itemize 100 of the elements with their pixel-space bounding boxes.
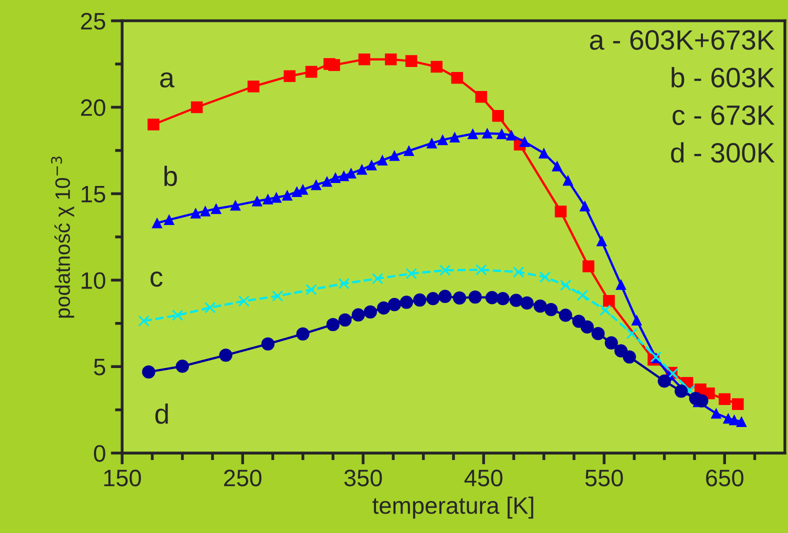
x-tick-label: 450	[464, 470, 502, 486]
point	[330, 172, 341, 183]
point	[510, 294, 523, 307]
point	[142, 365, 156, 379]
y-tick-label: 20	[81, 99, 106, 116]
point	[296, 327, 310, 341]
point	[138, 315, 150, 327]
y-tick-label: 25	[81, 12, 106, 30]
point	[388, 298, 402, 312]
point	[176, 360, 189, 373]
point	[358, 53, 370, 66]
point	[406, 268, 418, 280]
point	[152, 218, 162, 228]
point	[172, 310, 184, 321]
annotation: d	[155, 403, 168, 424]
point	[328, 59, 340, 71]
x-tick-label: 250	[224, 470, 262, 486]
point	[695, 394, 708, 408]
point	[326, 318, 340, 332]
point	[451, 72, 464, 84]
point	[600, 304, 612, 316]
point	[520, 296, 534, 310]
point	[492, 110, 504, 122]
point	[322, 176, 332, 187]
point	[338, 170, 350, 182]
point	[377, 155, 388, 166]
annotation: b	[164, 166, 177, 186]
point	[544, 302, 558, 316]
point	[352, 308, 365, 322]
point	[496, 292, 510, 306]
point	[405, 55, 418, 67]
point	[596, 236, 607, 246]
point	[658, 374, 671, 388]
point	[475, 90, 488, 103]
annotation: b - 603K	[672, 67, 775, 88]
annotation: a	[160, 72, 174, 88]
point	[271, 192, 282, 203]
point	[539, 271, 551, 283]
point	[346, 168, 356, 178]
y-tick-label: 10	[82, 272, 106, 289]
x-tick-label: 150	[104, 470, 141, 486]
point	[356, 164, 368, 175]
point	[204, 302, 216, 314]
annotation: a - 603K+673K	[590, 30, 775, 50]
point	[282, 190, 292, 201]
point	[305, 66, 318, 78]
point	[468, 128, 478, 140]
point	[562, 175, 574, 186]
point	[261, 337, 275, 351]
point	[554, 206, 567, 218]
point	[449, 132, 460, 143]
point	[210, 204, 222, 214]
point	[190, 101, 203, 114]
point	[626, 328, 638, 340]
point	[426, 292, 440, 306]
x-tick-label: 550	[585, 470, 623, 486]
point	[476, 264, 487, 276]
point	[219, 348, 232, 362]
point	[230, 200, 241, 211]
y-tick-label: 15	[82, 186, 106, 202]
point	[389, 150, 400, 161]
point	[452, 291, 466, 305]
annotation: c	[150, 272, 163, 287]
point	[413, 293, 426, 307]
point	[496, 128, 507, 140]
point	[591, 326, 605, 340]
x-tick-label: 650	[706, 470, 744, 486]
point	[534, 299, 547, 313]
point	[400, 296, 414, 309]
y-axis-title: podatność χ 10$^{−3}$	[51, 156, 74, 318]
point	[437, 134, 448, 146]
point	[164, 214, 174, 226]
point	[736, 416, 747, 427]
annotation: d - 300K	[671, 142, 775, 163]
point	[631, 315, 642, 326]
point	[200, 206, 210, 216]
point	[674, 384, 688, 398]
point	[732, 398, 744, 410]
point	[485, 291, 499, 304]
point	[576, 290, 588, 302]
annotation: c - 673K	[672, 105, 775, 126]
point	[426, 138, 438, 148]
point	[622, 350, 636, 364]
point	[430, 60, 443, 73]
point	[338, 313, 352, 327]
x-axis-title: temperatura [K]	[372, 496, 534, 519]
y-tick-label: 5	[94, 358, 106, 376]
point	[238, 295, 250, 307]
point	[404, 146, 414, 156]
point	[372, 272, 384, 284]
point	[558, 308, 572, 322]
point	[262, 194, 274, 204]
point	[603, 294, 615, 307]
y-tick-label: 0	[94, 445, 106, 462]
point	[718, 393, 731, 406]
point	[364, 305, 377, 319]
point	[366, 160, 377, 170]
point	[284, 70, 296, 82]
point	[616, 279, 626, 290]
point	[519, 136, 530, 148]
